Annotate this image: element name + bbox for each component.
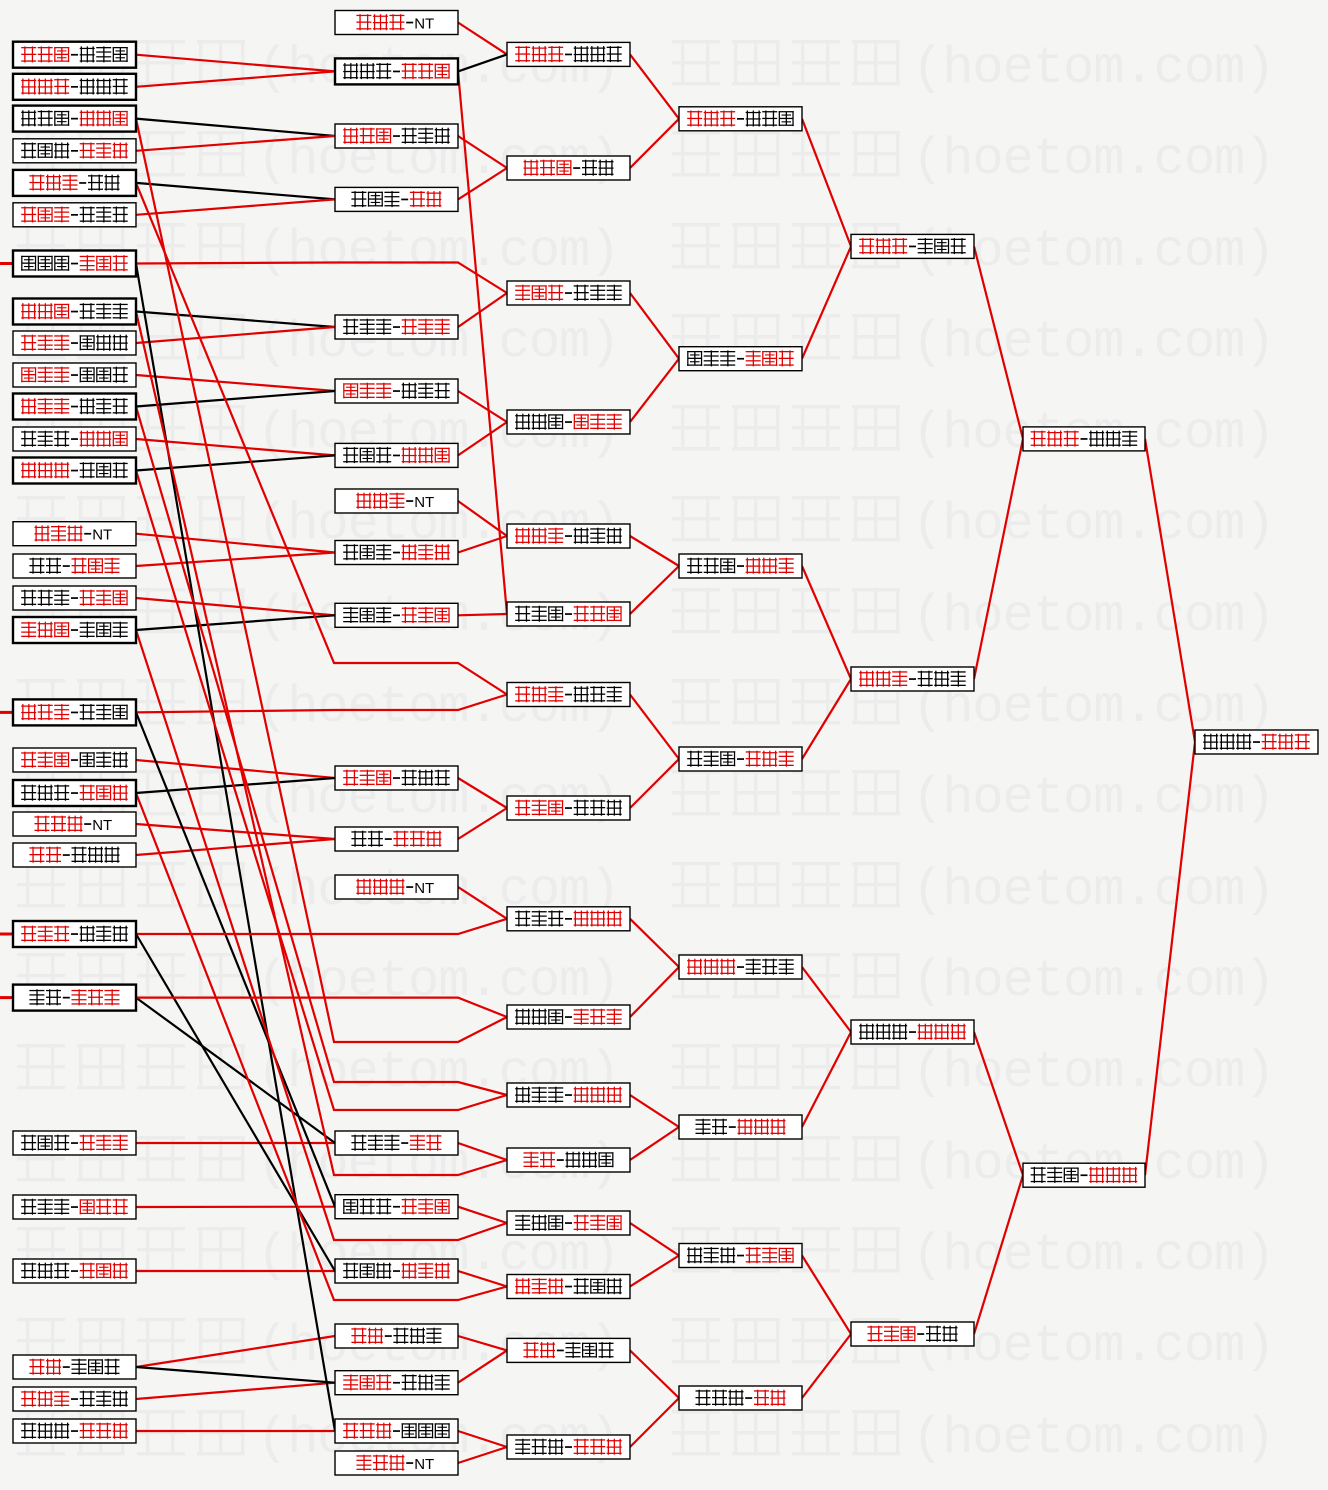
svg-text:(hoetom.com): (hoetom.com) xyxy=(912,1043,1274,1102)
svg-text:(hoetom.com): (hoetom.com) xyxy=(912,1226,1274,1285)
svg-text:(hoetom.com): (hoetom.com) xyxy=(912,1409,1274,1468)
svg-text:NT: NT xyxy=(414,880,434,897)
svg-text:(hoetom.com): (hoetom.com) xyxy=(257,222,619,281)
svg-text:NT: NT xyxy=(92,527,112,544)
svg-text:(hoetom.com): (hoetom.com) xyxy=(912,39,1274,98)
svg-text:(hoetom.com): (hoetom.com) xyxy=(912,495,1274,554)
svg-text:(hoetom.com): (hoetom.com) xyxy=(912,952,1274,1011)
svg-text:(hoetom.com): (hoetom.com) xyxy=(912,587,1274,646)
svg-text:(hoetom.com): (hoetom.com) xyxy=(912,130,1274,189)
svg-text:(hoetom.com): (hoetom.com) xyxy=(912,769,1274,828)
svg-text:NT: NT xyxy=(92,817,112,834)
svg-text:NT: NT xyxy=(414,1456,434,1473)
svg-text:NT: NT xyxy=(414,16,434,33)
svg-text:NT: NT xyxy=(414,494,434,511)
svg-text:(hoetom.com): (hoetom.com) xyxy=(912,313,1274,372)
svg-text:(hoetom.com): (hoetom.com) xyxy=(912,861,1274,920)
